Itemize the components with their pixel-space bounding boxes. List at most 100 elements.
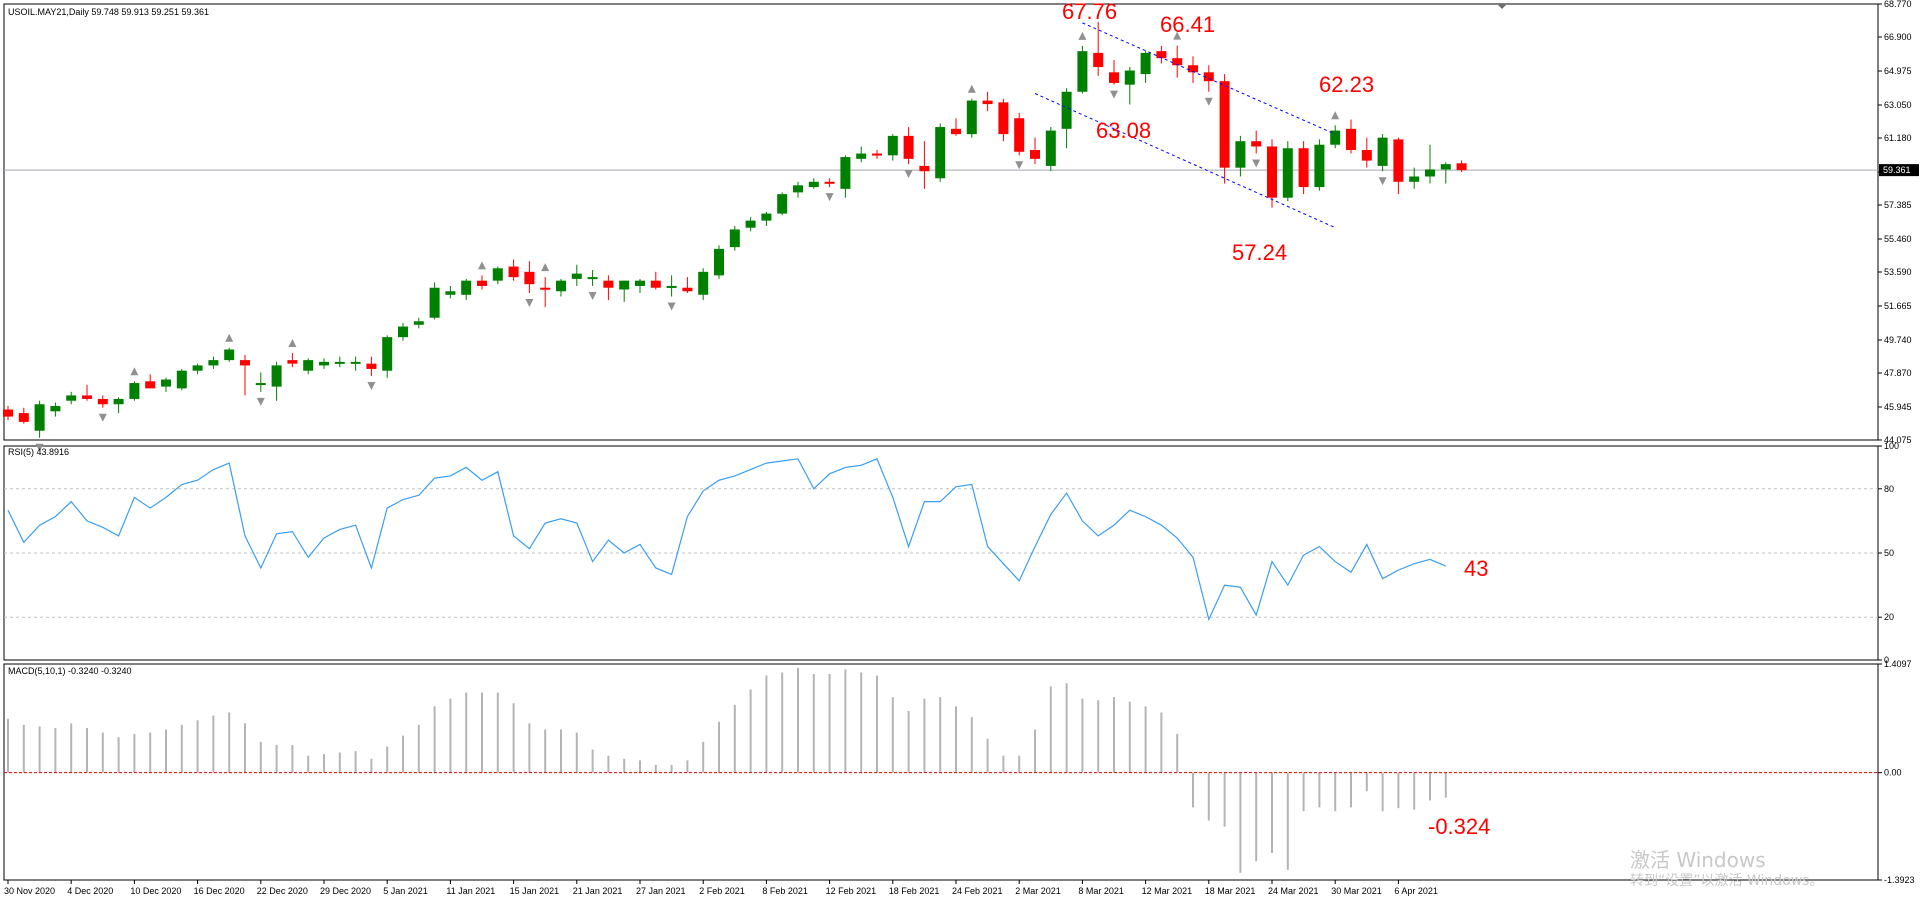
price-tick-label: 44.075 <box>1884 435 1912 445</box>
candle-body <box>1188 65 1198 73</box>
candle-body <box>1172 58 1183 66</box>
candle-body <box>824 181 835 184</box>
time-tick-label: 12 Mar 2021 <box>1142 886 1193 896</box>
rsi-tick-label: 100 <box>1884 441 1899 451</box>
candle-body <box>1330 130 1341 145</box>
rsi-tick-label: 20 <box>1884 612 1894 622</box>
candle-body <box>729 229 740 248</box>
candle-body <box>240 360 250 366</box>
price-annotation-label: 66.41 <box>1160 12 1215 37</box>
candle-body <box>745 220 756 228</box>
candle-body <box>97 398 108 405</box>
fractal-up-icon <box>288 339 297 348</box>
candle-body <box>413 321 424 325</box>
fractal-down-icon <box>1378 177 1387 186</box>
candle-body <box>350 361 361 364</box>
price-annotation-label: 63.08 <box>1096 118 1151 143</box>
fractal-up-icon <box>225 333 234 342</box>
candle-body <box>872 153 882 156</box>
price-tick-label: 47.870 <box>1884 368 1912 378</box>
candle-body <box>619 280 630 290</box>
candle-body <box>682 287 693 292</box>
fractal-down-icon <box>98 413 107 422</box>
time-tick-label: 15 Jan 2021 <box>510 886 560 896</box>
time-tick-label: 12 Feb 2021 <box>826 886 877 896</box>
candle-body <box>1282 148 1293 198</box>
candle-body <box>66 395 77 401</box>
candle-body <box>113 398 124 405</box>
candle-body <box>366 363 377 369</box>
candle-body <box>777 194 788 214</box>
fractal-up-icon <box>1078 31 1087 40</box>
candle-body <box>477 280 487 286</box>
candle-body <box>603 280 614 288</box>
candle-body <box>492 268 503 281</box>
rsi-line <box>7 458 1447 622</box>
fractal-down-icon <box>904 170 913 179</box>
fractal-down-icon <box>825 193 834 202</box>
fractal-down-icon <box>1015 161 1024 170</box>
time-tick-label: 21 Jan 2021 <box>573 886 623 896</box>
price-tick-label: 49.740 <box>1884 335 1912 345</box>
price-pane-frame <box>3 3 1879 441</box>
time-axis: 30 Nov 2020 4 Dec 2020 10 Dec 2020 16 Dec 2… <box>4 880 1438 896</box>
candle-body <box>129 383 140 399</box>
price-tick-label: 63.050 <box>1884 100 1912 110</box>
candle-body <box>808 181 819 188</box>
candle-body <box>524 271 535 285</box>
price-overlay: 67.76 66.41 62.23 63.08 57.24 <box>35 0 1387 452</box>
macd-tick-label: 0.00 <box>1884 768 1902 778</box>
time-tick-label: 4 Dec 2020 <box>67 886 113 896</box>
candle-body <box>698 271 709 295</box>
candle-body <box>271 365 282 387</box>
price-tick-label: 53.590 <box>1884 267 1912 277</box>
trend-channel-line <box>1034 93 1336 229</box>
price-tick-label: 57.385 <box>1884 200 1912 210</box>
candle-body <box>1251 141 1262 147</box>
candle-body <box>1314 144 1325 188</box>
candle-body <box>287 360 298 364</box>
fractal-down-icon <box>525 299 534 308</box>
fractal-down-icon <box>256 397 265 406</box>
time-tick-label: 18 Feb 2021 <box>889 886 940 896</box>
candle-body <box>334 361 345 364</box>
fractal-down-icon <box>1110 90 1118 99</box>
candle-body <box>319 361 329 366</box>
candle-body <box>1393 139 1404 182</box>
rsi-pane[interactable]: 43 <box>4 458 1878 622</box>
candle-body <box>966 100 977 135</box>
candle-body <box>18 413 29 422</box>
rsi-tick-label: 80 <box>1884 484 1894 494</box>
candle-body <box>935 127 946 179</box>
candle-body <box>840 157 851 189</box>
candle-body <box>161 379 171 387</box>
candle-body <box>793 185 803 193</box>
candle-body <box>82 395 92 399</box>
candle-body <box>887 135 898 156</box>
fractal-down-icon <box>1204 97 1213 106</box>
candle-body <box>303 360 314 371</box>
scroll-marker-icon <box>1497 4 1507 9</box>
candle-body <box>208 360 219 366</box>
candle-body <box>635 280 645 286</box>
macd-pane[interactable]: -0.324 <box>4 667 1878 873</box>
candle-body <box>998 102 1009 135</box>
candle-body <box>192 365 203 371</box>
fractal-up-icon <box>478 261 486 270</box>
candle-body <box>903 135 914 159</box>
rsi-tick-label: 50 <box>1884 548 1894 558</box>
candle-body <box>224 349 235 361</box>
candle-body <box>1140 52 1151 75</box>
candle-body <box>1014 118 1025 152</box>
candle-body <box>145 381 156 389</box>
candle-body <box>1235 141 1246 168</box>
candle-body <box>1093 52 1104 68</box>
time-tick-label: 8 Mar 2021 <box>1078 886 1124 896</box>
fractal-up-icon <box>541 263 550 272</box>
rsi-value-label: 43 <box>1464 556 1488 581</box>
candle-body <box>1219 81 1230 168</box>
candle-body <box>1440 164 1451 170</box>
macd-pane-header: MACD(5,10,1) -0.3240 -0.3240 <box>8 666 132 676</box>
fractal-down-icon <box>35 443 44 452</box>
